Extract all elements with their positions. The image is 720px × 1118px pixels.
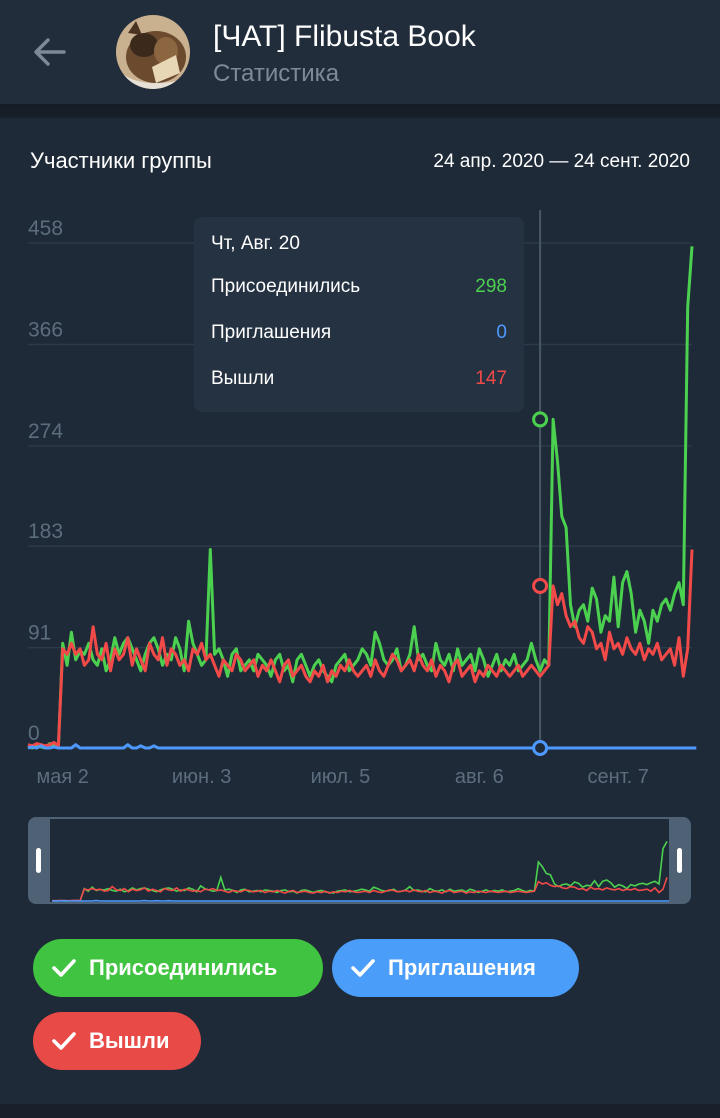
checkmark-icon: [52, 959, 76, 977]
header-divider: [0, 104, 720, 118]
tooltip-row-left: Вышли 147: [211, 368, 507, 390]
navigator-preview: [51, 841, 671, 902]
x-tick-label: мая 2: [37, 766, 89, 788]
series-line: [27, 246, 694, 750]
x-tick-label: июн. 3: [172, 766, 231, 788]
navigator-series-line: [51, 877, 668, 902]
grip-icon: [677, 848, 682, 873]
x-tick-label: сент. 7: [588, 766, 649, 788]
series-line: [27, 743, 697, 750]
tooltip-row-invited: Приглашения 0: [211, 322, 507, 344]
selection-marker: [532, 740, 549, 756]
date-range: 24 апр. 2020 — 24 сент. 2020: [433, 151, 690, 172]
chart-title: Участники группы: [30, 148, 212, 173]
series-lines: [27, 246, 697, 750]
series-line: [27, 549, 694, 748]
legend-label: Вышли: [89, 1028, 170, 1053]
tooltip-value: 0: [496, 322, 507, 343]
navigator-window[interactable]: [50, 817, 671, 904]
navigator-right-handle[interactable]: [669, 817, 691, 904]
y-axis: 0 91 183 274 366 458: [28, 217, 63, 745]
x-axis: мая 2 июн. 3 июл. 5 авг. 6 сент. 7: [37, 766, 649, 788]
back-arrow-icon: [34, 38, 66, 66]
x-tick-label: авг. 6: [455, 766, 504, 788]
y-tick-label: 366: [28, 318, 63, 341]
x-tick-label: июл. 5: [311, 766, 371, 788]
legend-toggle-joined[interactable]: Присоединились: [33, 939, 323, 997]
y-tick-label: 183: [28, 520, 63, 543]
page-subtitle: Статистика: [213, 60, 340, 87]
legend-toggle-left[interactable]: Вышли: [33, 1012, 201, 1070]
tooltip-label: Приглашения: [211, 322, 332, 343]
tooltip-row-joined: Присоединились 298: [211, 276, 507, 298]
tooltip-date: Чт, Авг. 20: [211, 233, 300, 254]
selection-marker: [532, 577, 549, 594]
navigator-series-line: [51, 841, 668, 902]
chat-title: [ЧАТ] Flibusta Book: [213, 20, 476, 53]
app-header: [ЧАТ] Flibusta Book Статистика: [0, 0, 720, 104]
selection-markers: [532, 411, 549, 756]
checkmark-icon: [52, 1032, 76, 1050]
grip-icon: [36, 848, 41, 873]
range-navigator[interactable]: [28, 817, 691, 904]
y-tick-label: 91: [28, 622, 51, 645]
bottom-divider: [0, 1104, 720, 1118]
selection-marker: [532, 411, 549, 428]
tooltip-value: 147: [475, 368, 507, 389]
data-tooltip: Чт, Авг. 20 Присоединились 298 Приглашен…: [194, 217, 524, 412]
y-tick-label: 0: [28, 722, 40, 745]
chat-avatar[interactable]: [116, 15, 190, 89]
tooltip-value: 298: [475, 276, 507, 297]
y-tick-label: 274: [28, 420, 63, 443]
checkmark-icon: [351, 959, 375, 977]
tooltip-label: Вышли: [211, 368, 275, 389]
legend-label: Приглашения: [388, 955, 536, 980]
y-tick-label: 458: [28, 217, 63, 240]
back-button[interactable]: [22, 24, 78, 80]
tooltip-label: Присоединились: [211, 276, 361, 297]
legend-toggle-invited[interactable]: Приглашения: [332, 939, 579, 997]
legend-label: Присоединились: [89, 955, 278, 980]
navigator-left-handle[interactable]: [28, 817, 50, 904]
